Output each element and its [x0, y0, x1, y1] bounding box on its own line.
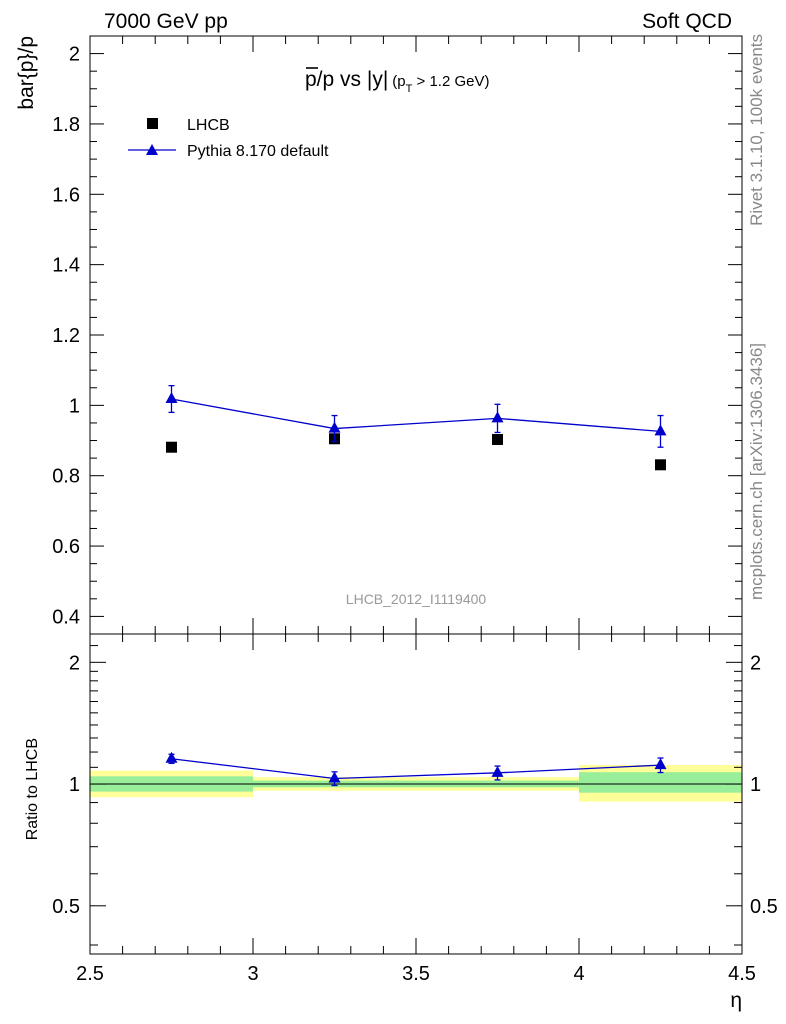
main-y-tick-label: 0.8 — [52, 466, 80, 488]
title-text: p/p vs |y| (pT > 1.2 GeV) — [305, 68, 489, 95]
x-tick-label: 4.5 — [728, 963, 756, 985]
legend-pythia-marker — [146, 144, 158, 155]
main-y-tick-label: 1 — [69, 395, 80, 417]
x-tick-label: 4 — [573, 963, 584, 985]
title-cut-rest: > 1.2 GeV) — [412, 73, 489, 90]
ratio-pythia-point — [328, 771, 341, 783]
header-right: Soft QCD — [642, 10, 732, 33]
ratio-y-tick-label-right: 0.5 — [750, 896, 778, 918]
main-y-axis-label: bar{p}/p — [15, 36, 38, 110]
ratio-y-tick-label-right: 1 — [750, 774, 761, 796]
watermark: LHCB_2012_I1119400 — [346, 591, 487, 607]
legend: LHCB Pythia 8.170 default — [128, 117, 329, 160]
main-y-tick-label: 1.4 — [52, 255, 80, 277]
main-y-tick-label: 0.4 — [52, 606, 80, 628]
legend-pythia-label: Pythia 8.170 default — [187, 143, 329, 160]
main-y-tick-labels: 0.4 0.6 0.8 1 1.2 1.4 1.6 1.8 2 — [52, 44, 80, 629]
ratio-y-tick-labels: 0.5 0.5 1 1 2 2 — [52, 652, 778, 917]
ratio-panel: 0.5 0.5 1 1 2 2 2.5 3 3.5 4 4.5 Ratio to LHCB η — [24, 633, 778, 1012]
x-tick-label: 3.5 — [402, 963, 430, 985]
x-tick-label: 2.5 — [76, 963, 104, 985]
main-y-tick-label: 1.6 — [52, 184, 80, 206]
pythia-point — [165, 392, 178, 404]
title-cut-sub: T — [406, 83, 413, 95]
ratio-y-tick-label-left: 0.5 — [52, 896, 80, 918]
ratio-pythia-point — [491, 765, 504, 777]
pythia-point — [491, 411, 504, 423]
ratio-bands — [90, 764, 742, 802]
x-tick-labels: 2.5 3 3.5 4 4.5 — [76, 963, 756, 985]
x-axis-label: η — [730, 989, 742, 1012]
main-y-tick-label: 0.6 — [52, 536, 80, 558]
rivet-label: Rivet 3.1.10, 100k events — [747, 34, 766, 226]
main-ticks — [89, 35, 743, 635]
ratio-band-inner — [579, 772, 742, 793]
main-data — [165, 385, 667, 471]
mcplots-label: mcplots.cern.ch [arXiv:1306.3436] — [747, 343, 766, 600]
ratio-data — [165, 751, 667, 787]
ratio-ticks — [89, 634, 743, 954]
title-cut-open: (p — [392, 73, 405, 90]
header-left: 7000 GeV pp — [104, 10, 228, 33]
title-main: p/p vs |y| — [305, 68, 388, 91]
legend-lhcb-label: LHCB — [187, 117, 230, 134]
ratio-y-tick-label-right: 2 — [750, 652, 761, 674]
legend-lhcb-marker — [147, 118, 158, 129]
main-title: p/p vs |y| (pT > 1.2 GeV) — [305, 67, 489, 95]
ratio-y-axis-label: Ratio to LHCB — [24, 738, 41, 840]
main-panel: 0.4 0.6 0.8 1 1.2 1.4 1.6 1.8 2 bar{p}/p p/p vs … — [15, 35, 743, 635]
main-y-tick-label: 2 — [69, 44, 80, 66]
ratio-y-tick-label-left: 2 — [69, 652, 80, 674]
main-y-tick-label: 1.8 — [52, 114, 80, 136]
main-y-tick-label: 1.2 — [52, 325, 80, 347]
ratio-pythia-point — [165, 751, 178, 763]
pythia-point — [328, 421, 341, 433]
lhcb-point — [492, 433, 503, 445]
ratio-pythia-line — [171, 758, 661, 780]
x-tick-label: 3 — [247, 963, 258, 985]
lhcb-point — [655, 459, 666, 471]
lhcb-point — [166, 441, 177, 453]
pythia-point — [654, 424, 667, 436]
pythia-line — [171, 398, 661, 433]
ratio-y-tick-label-left: 1 — [69, 774, 80, 796]
ratio-pythia-point — [654, 758, 667, 770]
